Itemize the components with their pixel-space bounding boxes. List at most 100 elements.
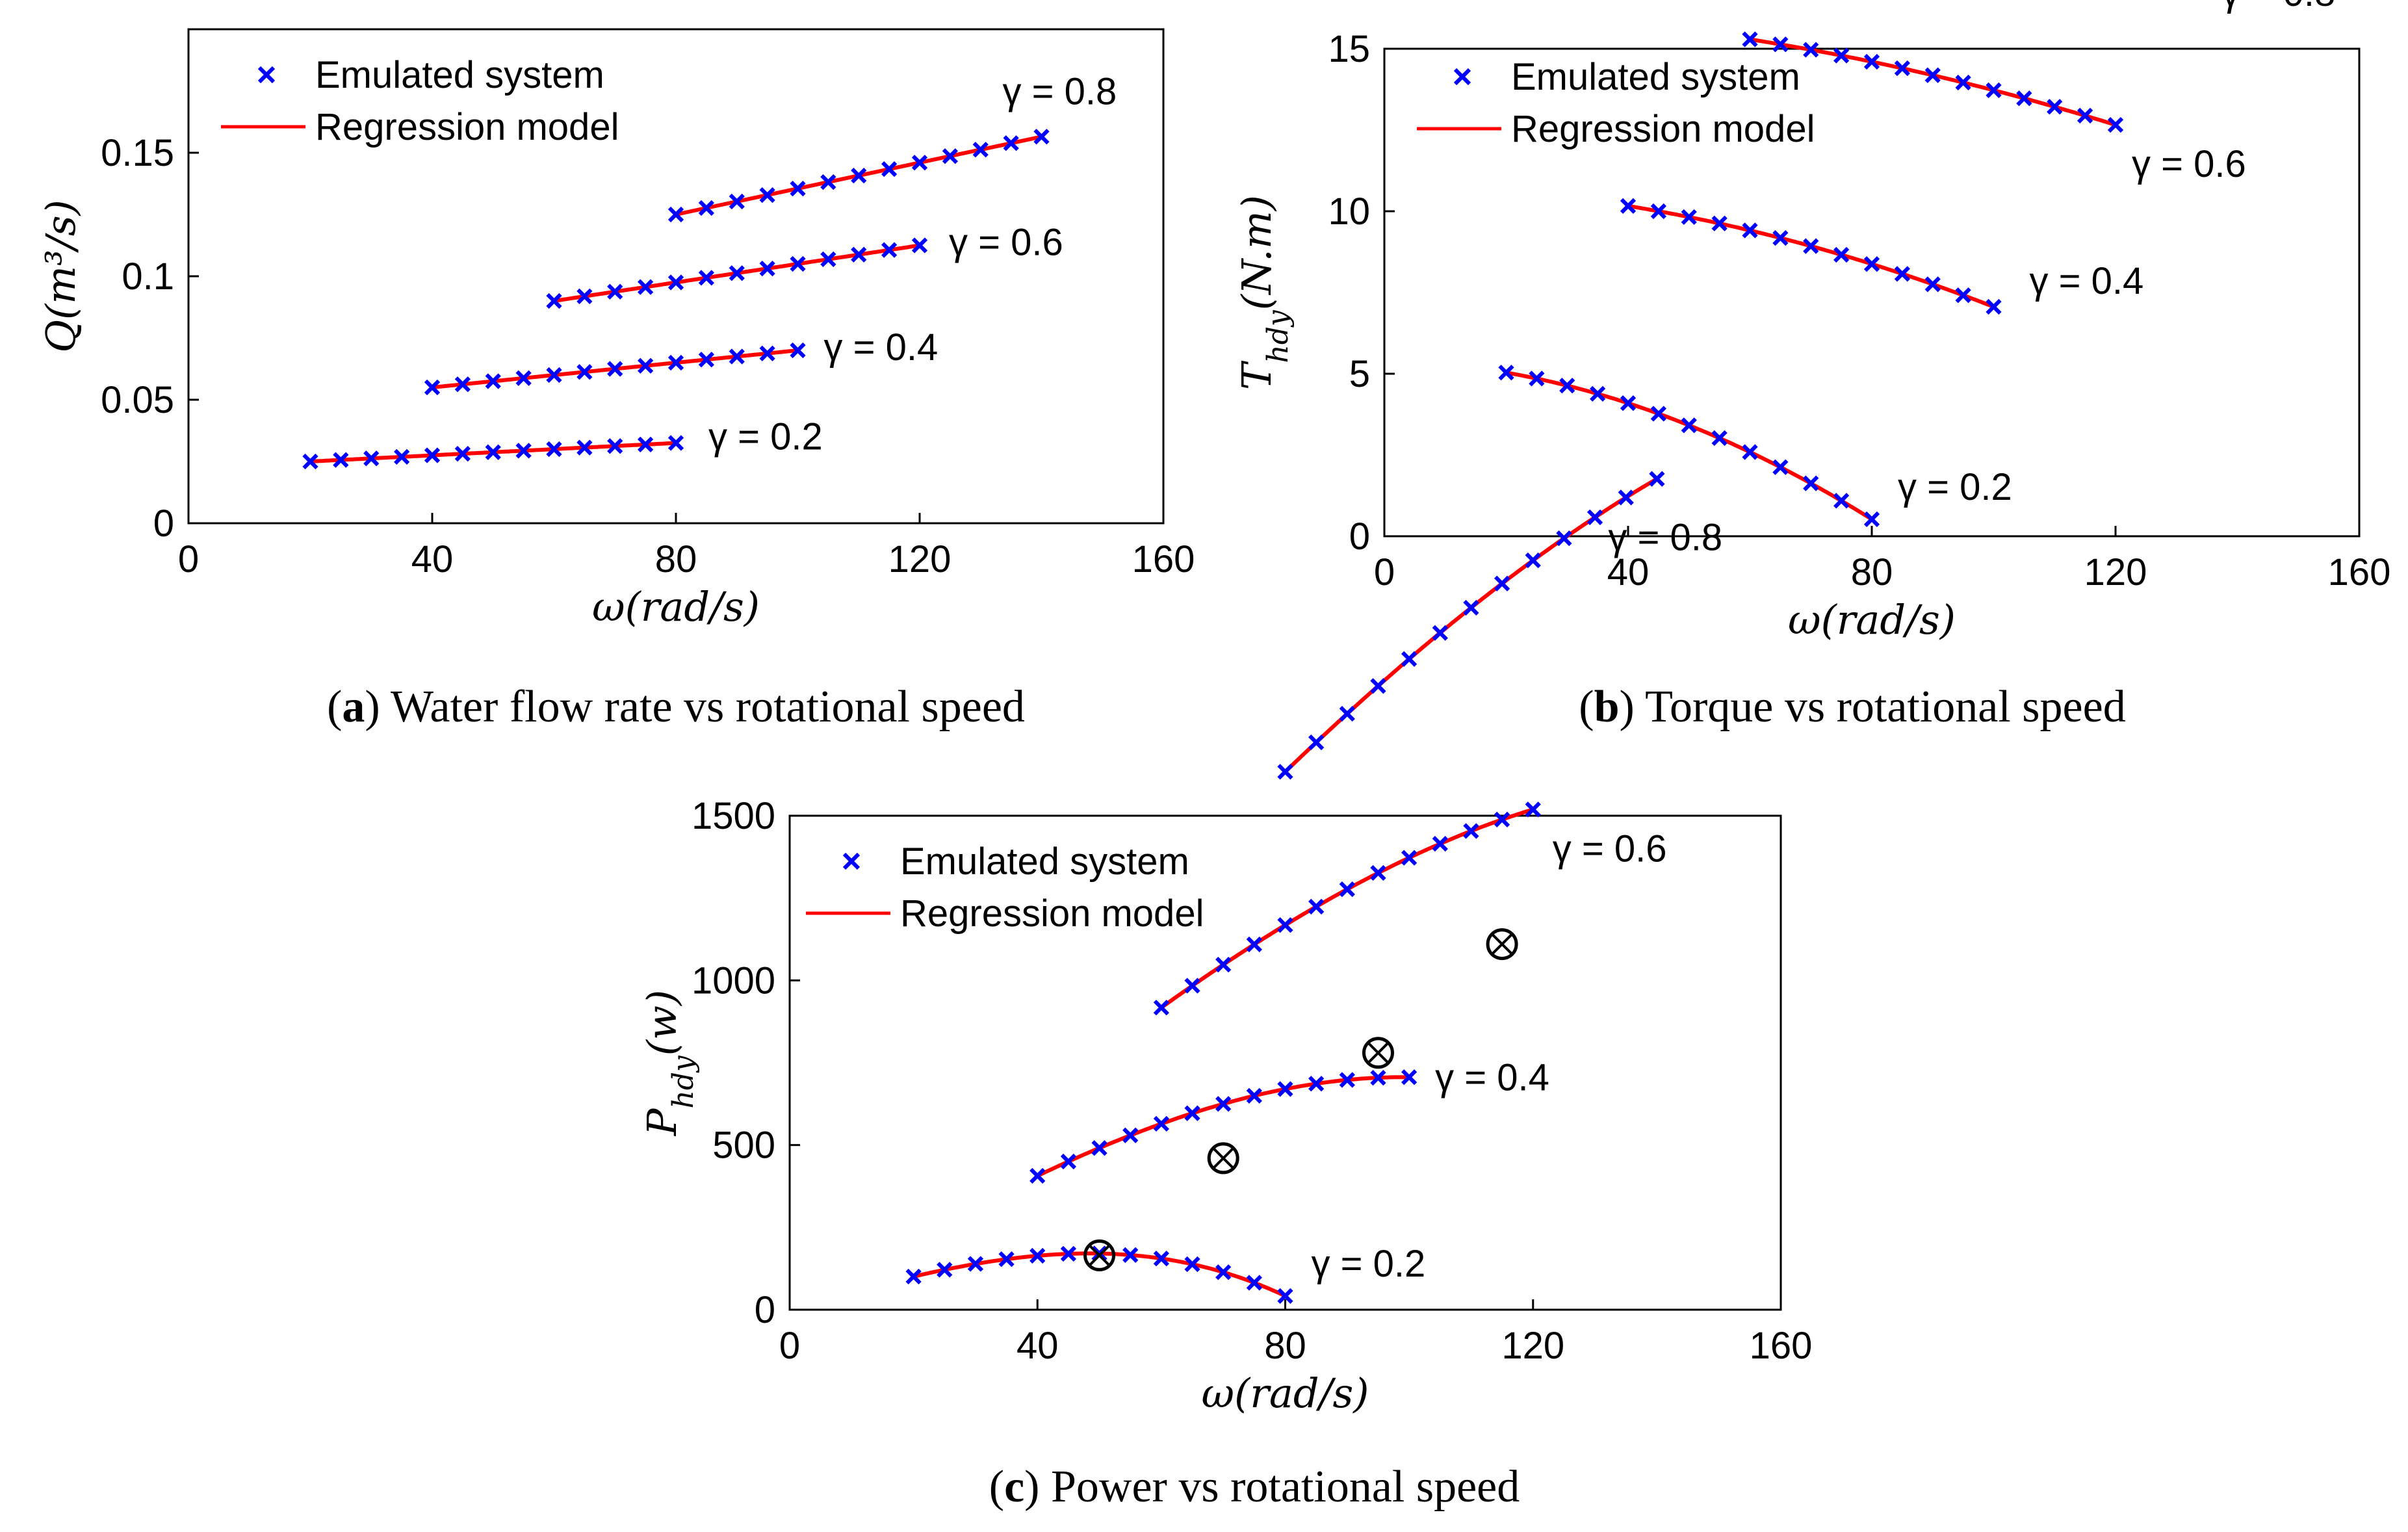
y-tick-label: 5 [1349, 353, 1370, 395]
emulated-point [667, 206, 684, 223]
legend-marker [1453, 68, 1471, 86]
emulated-point [1401, 651, 1418, 667]
gamma-label: γ = 0.2 [1312, 1243, 1426, 1285]
emulated-point [1246, 1275, 1262, 1291]
regression-curve [1505, 370, 1873, 521]
legend: Emulated system Regression model [806, 840, 1204, 935]
series-4: γ = 0.8 [2221, 0, 2336, 14]
emulated-point [1650, 203, 1667, 220]
emulated-point [1091, 1140, 1107, 1156]
emulated-point [302, 453, 318, 470]
emulated-point [1556, 530, 1572, 547]
caption-a: (a) Water flow rate vs rotational speed [327, 682, 1025, 732]
x-tick-label: 0 [178, 538, 199, 580]
emulated-point [698, 352, 715, 368]
series-4: γ = 0.8 [1277, 471, 1722, 961]
emulated-point [515, 443, 532, 459]
y-tick-label: 0 [755, 1289, 775, 1331]
gamma-label: γ = 0.4 [2030, 260, 2144, 302]
emulated-point [1153, 1251, 1170, 1267]
gamma-label: γ = 0.2 [1898, 466, 2012, 508]
emulated-point [1650, 406, 1667, 422]
emulated-point [790, 180, 806, 197]
emulated-point [1246, 936, 1262, 953]
emulated-point [759, 345, 775, 361]
emulated-point [424, 379, 441, 396]
optimum-marker [1083, 1239, 1116, 1271]
emulated-point [1003, 135, 1019, 151]
y-tick-label: 0 [153, 502, 174, 545]
emulated-point [851, 168, 867, 184]
legend-marker [257, 66, 276, 84]
emulated-point [1772, 36, 1789, 53]
emulated-point [998, 1251, 1015, 1267]
emulated-point [905, 1268, 922, 1285]
emulated-point [1620, 198, 1637, 214]
emulated-point [1494, 575, 1510, 591]
emulated-point [698, 270, 715, 286]
series-3: γ = 0.6 [1153, 801, 1666, 1069]
emulated-point [937, 1262, 953, 1278]
legend: Emulated system Regression model [1417, 56, 1815, 150]
gamma-label: γ = 0.6 [2132, 143, 2246, 185]
legend-emulated-label: Emulated system [900, 840, 1189, 883]
legend-emulated-label: Emulated system [315, 54, 604, 96]
x-tick-label: 120 [1501, 1325, 1564, 1367]
emulated-point [638, 436, 654, 452]
caption-b: (b) Torque vs rotational speed [1579, 682, 2125, 732]
gamma-label: γ = 0.4 [1435, 1056, 1549, 1098]
emulated-point [1463, 599, 1479, 616]
emulated-point [1401, 1069, 1418, 1085]
y-tick-label: 500 [712, 1124, 775, 1167]
caption-c: (c) Power vs rotational speed [989, 1462, 1520, 1512]
emulated-point [667, 435, 684, 451]
y-tick-label: 0.05 [101, 379, 174, 421]
x-tick-label: 40 [1016, 1325, 1059, 1367]
emulated-point [1772, 459, 1789, 475]
emulated-point [1618, 489, 1634, 506]
emulated-point [607, 361, 623, 377]
legend-regression-label: Regression model [900, 892, 1204, 935]
x-tick-label: 80 [1851, 551, 1893, 593]
emulated-point [333, 452, 349, 468]
emulated-point [967, 1256, 984, 1272]
legend-emulated-label: Emulated system [1511, 56, 1800, 98]
optimum-marker [1207, 1142, 1239, 1175]
emulated-point [454, 376, 471, 393]
emulated-point [1277, 764, 1293, 780]
emulated-point [972, 142, 989, 158]
emulated-point [454, 446, 471, 462]
emulated-point [1772, 229, 1789, 246]
emulated-point [1184, 1105, 1200, 1121]
gamma-label: γ = 0.8 [2221, 0, 2336, 14]
emulated-point [881, 242, 898, 258]
emulated-point [1742, 31, 1758, 47]
emulated-point [638, 279, 654, 295]
x-axis-label: ω(rad/s) [1202, 1370, 1369, 1417]
legend-regression-label: Regression model [1511, 108, 1815, 150]
emulated-point [1924, 67, 1941, 83]
emulated-point [851, 246, 867, 263]
emulated-point [485, 373, 501, 389]
emulated-point [667, 274, 684, 291]
regression-curve [1160, 807, 1534, 1009]
x-tick-label: 40 [1607, 551, 1650, 593]
emulated-point [1215, 1096, 1232, 1112]
emulated-point [1559, 378, 1575, 394]
emulated-point [1370, 678, 1386, 694]
emulated-point [1498, 365, 1514, 381]
emulated-point [1833, 47, 1850, 64]
emulated-point [1308, 898, 1325, 915]
emulated-point [546, 441, 562, 458]
emulated-point [576, 439, 593, 456]
emulated-point [698, 200, 715, 216]
regression-curve [1036, 1075, 1410, 1178]
emulated-point [729, 265, 745, 281]
emulated-point [1246, 1087, 1262, 1104]
emulated-point [607, 283, 623, 300]
optimum-cross [1492, 934, 1512, 955]
emulated-point [1586, 509, 1603, 526]
emulated-point [1590, 385, 1606, 402]
y-axis-label: Phdy(w) [638, 990, 700, 1137]
chart-panel-c: 0 40 80 120 160 0 500 1000 1500 ω(rad/s) Phdy(w) γ … [638, 471, 1812, 1417]
